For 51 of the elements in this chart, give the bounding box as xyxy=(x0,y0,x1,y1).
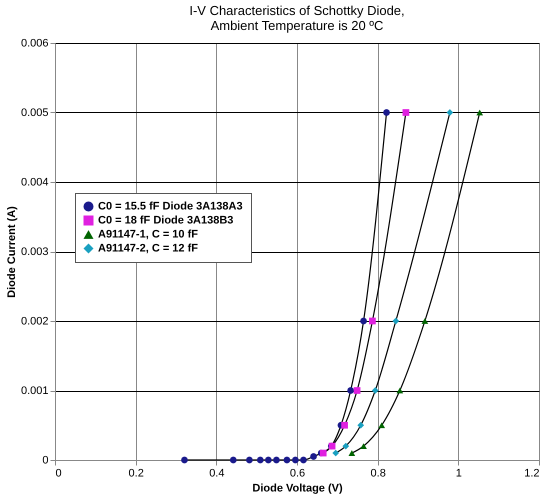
y-tick-label: 0.003 xyxy=(20,246,48,258)
y-tick-label: 0.004 xyxy=(20,176,48,188)
point xyxy=(396,388,404,394)
point xyxy=(476,110,484,116)
point xyxy=(360,443,367,450)
point xyxy=(369,318,376,324)
point xyxy=(300,456,307,464)
point xyxy=(256,456,264,464)
point xyxy=(446,109,454,116)
point xyxy=(246,456,253,464)
x-tick-label: 0.6 xyxy=(290,468,306,480)
point xyxy=(348,450,356,456)
legend-label: A91147-1, C = 10 fF xyxy=(98,228,198,240)
point xyxy=(341,422,348,429)
point xyxy=(292,456,299,464)
x-tick-label: 1 xyxy=(456,468,462,480)
point xyxy=(310,453,317,460)
point xyxy=(357,422,364,429)
text: I-V Characteristics of Schottky Diode, xyxy=(189,3,405,18)
x-axis-title: Diode Voltage (V) xyxy=(252,482,343,494)
y-tick-label: 0.005 xyxy=(20,107,48,119)
point xyxy=(383,109,390,116)
y-tick-label: 0.002 xyxy=(20,316,48,328)
legend-label: C0 = 15.5 fF Diode 3A138A3 xyxy=(98,200,243,212)
text: Ambient Temperature is 20 ºC xyxy=(210,18,384,33)
point xyxy=(402,109,410,116)
x-tick-label: 0.2 xyxy=(128,468,144,480)
x-tick-label: 0 xyxy=(56,468,62,480)
point xyxy=(354,387,360,394)
point xyxy=(360,318,367,324)
y-axis-title: Diode Current (A) xyxy=(6,206,18,298)
point xyxy=(372,387,379,394)
y-tick-label: 0.001 xyxy=(20,385,48,397)
point xyxy=(422,318,428,324)
point xyxy=(273,456,280,464)
point xyxy=(265,456,272,464)
legend-label: C0 = 18 fF Diode 3A138B3 xyxy=(98,214,234,226)
legend-label: A91147-2, C = 12 fF xyxy=(98,242,198,254)
point xyxy=(181,456,188,464)
point xyxy=(347,387,354,394)
point xyxy=(392,318,400,324)
x-tick-label: 0.8 xyxy=(370,468,386,480)
point xyxy=(378,422,386,428)
x-tick-label: 0.4 xyxy=(209,468,224,480)
point xyxy=(342,442,350,450)
point xyxy=(230,456,237,464)
y-tick-label: 0 xyxy=(42,454,48,466)
x-tick-label: 1.2 xyxy=(524,468,540,480)
point xyxy=(332,450,340,456)
y-tick-label: 0.006 xyxy=(20,38,48,50)
point xyxy=(284,456,290,464)
